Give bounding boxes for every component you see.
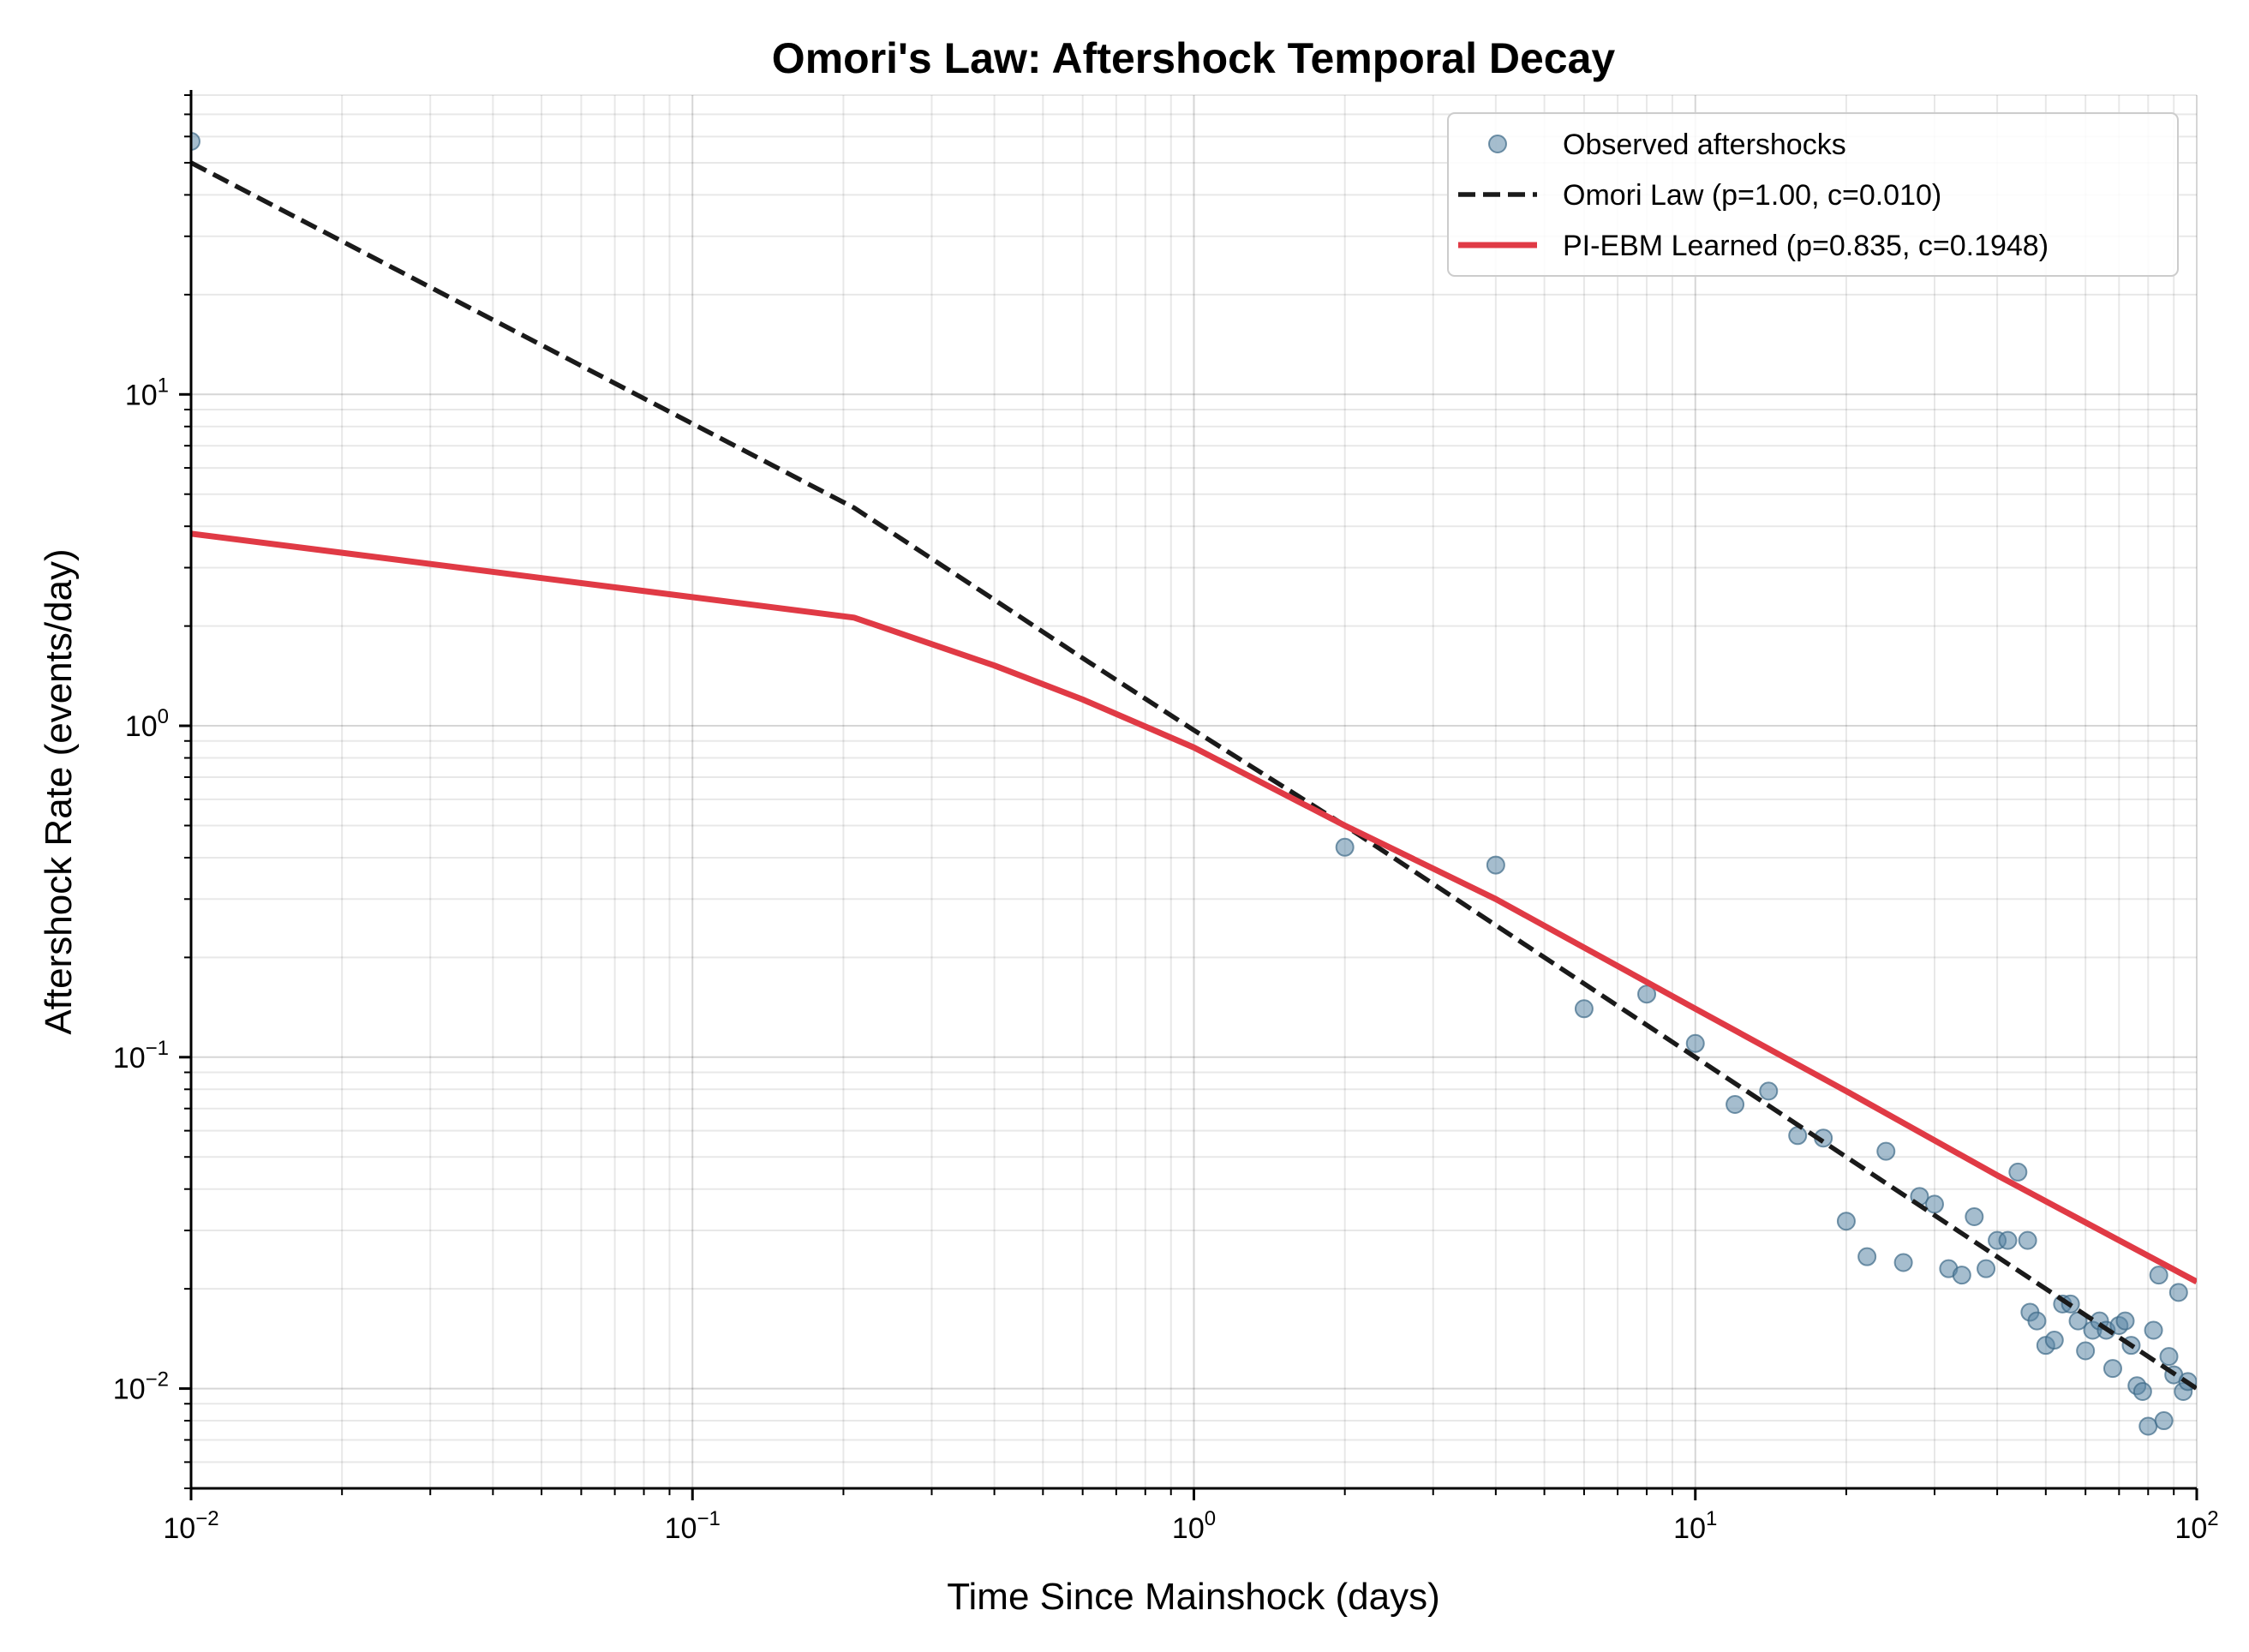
scatter-point [191,132,200,152]
pi-ebm-line [191,530,2197,1284]
scatter-point [2008,1162,2028,1182]
x-tick-label: 10−1 [665,1507,721,1545]
scatter-point [2168,1283,2188,1302]
scatter-point [1637,985,1657,1004]
y-tick-label: 10−2 [113,1368,169,1406]
x-tick-label: 10−2 [163,1507,218,1545]
scatter-point [1965,1207,1984,1227]
scatter-point [2102,1359,2122,1379]
series-layer [191,132,2197,1436]
scatter-point [2154,1411,2174,1431]
legend-box [1447,112,2179,277]
x-axis-label: Time Since Mainshock (days) [947,1576,1439,1618]
scatter-point [1836,1212,1856,1231]
legend-label: Omori Law (p=1.00, c=0.010) [1563,179,1941,212]
scatter-point [1977,1259,1996,1278]
scatter-point [1893,1253,1913,1272]
scatter-point [1486,855,1505,875]
scatter-point [2159,1347,2179,1367]
scatter-point [2132,1381,2152,1401]
legend: Observed aftershocks Omori Law (p=1.00, c… [1447,112,2179,277]
scatter-point [1759,1081,1779,1101]
scatter-point [1998,1230,2018,1250]
scatter-point [2018,1230,2037,1250]
scatter-point [1726,1094,1745,1114]
scatter-point [2115,1311,2135,1331]
x-tick-label: 100 [1172,1507,1216,1545]
y-tick-label: 101 [125,374,169,411]
y-tick-label: 10−1 [113,1037,169,1074]
scatter-point [2027,1311,2047,1331]
x-tick-label: 102 [2174,1507,2218,1545]
scatter-point [1788,1126,1808,1146]
scatter-point [1574,999,1594,1019]
scatter-point [2144,1320,2163,1340]
scatter-point [1857,1247,1877,1266]
legend-label: Observed aftershocks [1563,129,1846,161]
x-tick-label: 101 [1673,1507,1717,1545]
ticks: 10−2 10−1 100 101 102 10−2 10−1 100 101 [113,94,2219,1545]
scatter-point [2044,1331,2064,1350]
chart-title: Omori's Law: Aftershock Temporal Decay [772,34,1616,82]
scatter-point [1952,1266,1971,1285]
scatter-point [1876,1141,1896,1161]
scatter-point [1685,1033,1705,1053]
y-axis-label: Aftershock Rate (events/day) [38,548,80,1034]
scatter-point [1335,837,1355,857]
scatter-point [1924,1194,1944,1214]
scatter-point [2076,1341,2096,1361]
scatter-point [2149,1266,2168,1285]
y-tick-label: 100 [125,705,169,743]
scatter-point [2138,1416,2158,1436]
legend-marker-observed [1488,135,1507,153]
legend-label: PI-EBM Learned (p=0.835, c=0.1948) [1563,230,2049,262]
